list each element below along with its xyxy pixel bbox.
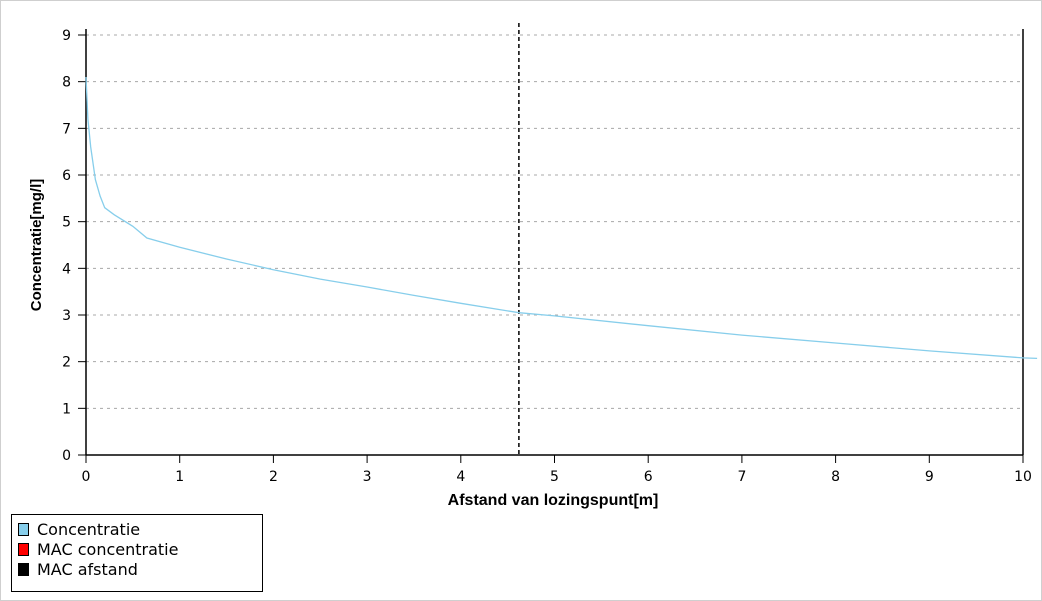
legend-item-mac-afstand: MAC afstand: [18, 559, 256, 579]
tick-label-x-3: 3: [363, 469, 372, 485]
tick-label-y-0: 0: [62, 448, 71, 464]
tick-label-x-10: 10: [1014, 469, 1032, 485]
tick-label-y-9: 9: [62, 28, 71, 44]
tick-label-x-0: 0: [82, 469, 91, 485]
tick-label-x-6: 6: [644, 469, 653, 485]
tick-label-x-4: 4: [456, 469, 465, 485]
tick-label-y-4: 4: [62, 261, 71, 277]
tick-label-y-5: 5: [62, 215, 71, 231]
legend-item-mac-concentratie: MAC concentratie: [18, 539, 256, 559]
x-axis-title: Afstand van lozingspunt[m]: [448, 492, 659, 509]
tick-label-y-8: 8: [62, 75, 71, 91]
series-line-concentratie: [85, 76, 1038, 360]
tick-label-x-9: 9: [925, 469, 934, 485]
tick-label-x-8: 8: [831, 469, 840, 485]
legend-swatch-mac-concentratie: [18, 542, 29, 556]
tick-label-x-5: 5: [550, 469, 559, 485]
legend-swatch-mac-afstand: [18, 562, 29, 576]
tick-label-x-2: 2: [269, 469, 278, 485]
grid-lines: [86, 34, 1023, 409]
legend-label-mac-afstand: MAC afstand: [37, 559, 138, 579]
y-axis-title: Concentratie[mg/l]: [28, 179, 45, 312]
series-marks: [85, 23, 1038, 455]
tick-labels: 0 1 2 3 4 5 6 7 8 9 0 1 2 3 4 5 6 7 8 9 10: [62, 28, 1032, 485]
tick-label-x-7: 7: [737, 469, 746, 485]
legend-item-concentratie: Concentratie: [18, 519, 256, 539]
tick-marks: [78, 34, 1024, 463]
tick-label-y-6: 6: [62, 168, 71, 184]
tick-label-y-2: 2: [62, 355, 71, 371]
tick-label-x-1: 1: [175, 469, 184, 485]
axes: [85, 29, 1024, 456]
tick-label-y-3: 3: [62, 308, 71, 324]
tick-label-y-1: 1: [62, 401, 71, 417]
legend-label-concentratie: Concentratie: [37, 519, 141, 539]
tick-label-y-7: 7: [62, 121, 71, 137]
legend-swatch-concentratie: [18, 522, 29, 536]
legend-label-mac-concentratie: MAC concentratie: [37, 539, 179, 559]
legend: Concentratie MAC concentratie MAC afstan…: [11, 514, 263, 592]
